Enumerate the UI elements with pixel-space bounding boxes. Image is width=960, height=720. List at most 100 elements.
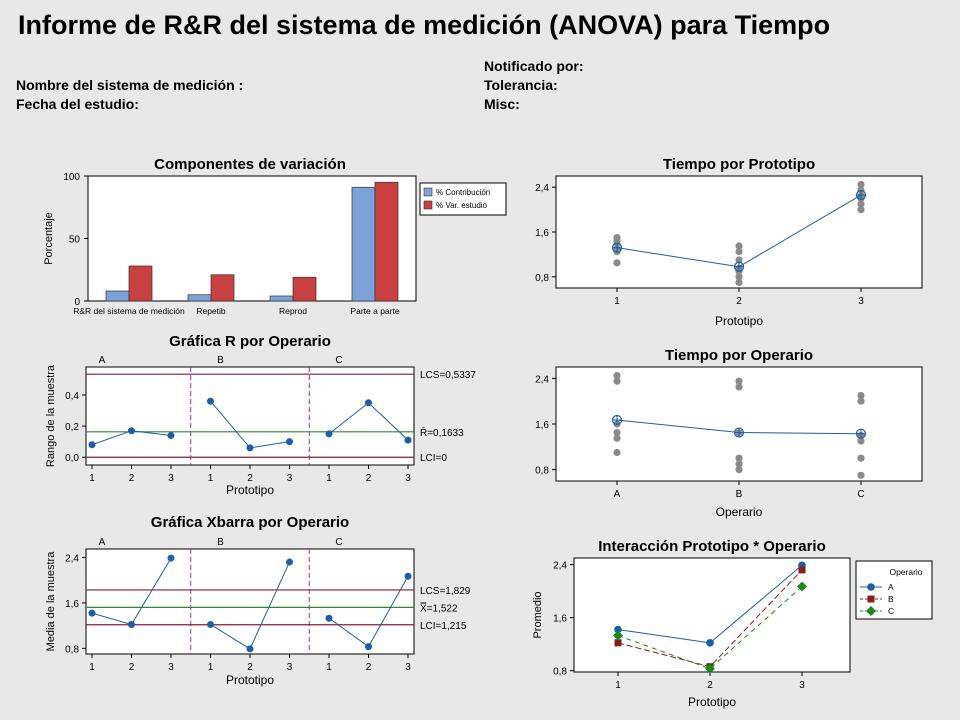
x-tick-label: 1 xyxy=(614,296,620,307)
data-point xyxy=(857,437,865,445)
data-point xyxy=(613,259,621,267)
plot-frame xyxy=(85,548,415,655)
operator-label: A xyxy=(99,537,106,548)
series-marker xyxy=(867,595,875,603)
x-tick-label: 1 xyxy=(89,473,95,484)
data-point xyxy=(365,399,372,407)
chart-title: Tiempo por Prototipo xyxy=(663,156,815,173)
y-tick-label: 2,4 xyxy=(65,554,79,565)
data-point xyxy=(404,436,412,444)
control-limit-label: LCI=0 xyxy=(420,453,447,464)
x-axis-label: Prototipo xyxy=(688,695,736,709)
operator-label: A xyxy=(99,355,106,366)
series-marker xyxy=(706,639,714,647)
series-marker xyxy=(705,663,715,674)
bar xyxy=(374,181,399,302)
data-point xyxy=(735,256,743,264)
data-point xyxy=(857,454,865,462)
data-point xyxy=(88,609,96,617)
control-limit-label: R̄=0,1633 xyxy=(420,426,464,439)
x-tick-label: 1 xyxy=(326,662,332,673)
report-title: Informe de R&R del sistema de medición (… xyxy=(18,10,831,40)
x-axis-label: Prototipo xyxy=(226,483,274,497)
legend-label: A xyxy=(888,582,894,592)
legend-label: C xyxy=(888,606,894,616)
data-point xyxy=(735,377,743,385)
x-tick-label: 3 xyxy=(287,662,293,673)
y-tick-label: 50 xyxy=(69,235,81,246)
notified-label: Notificado por: xyxy=(484,58,584,74)
y-tick-label: 0,8 xyxy=(65,644,79,655)
x-tick-label: 1 xyxy=(326,473,332,484)
data-point xyxy=(735,273,743,281)
control-limit-label: LCI=1,215 xyxy=(420,621,467,632)
data-point xyxy=(167,431,175,439)
y-tick-label: 0 xyxy=(74,297,80,308)
y-tick-label: 1,6 xyxy=(553,614,567,625)
data-point xyxy=(613,371,621,380)
x-tick-label: Parte a parte xyxy=(350,306,399,316)
bar xyxy=(187,294,212,302)
y-tick-label: 0,4 xyxy=(65,391,79,402)
bar xyxy=(351,186,376,302)
data-point xyxy=(88,441,96,449)
misc-label: Misc: xyxy=(484,96,520,112)
data-point xyxy=(404,572,412,580)
data-point xyxy=(735,383,743,391)
x-tick-label: 2 xyxy=(247,473,253,484)
y-axis-label: Porcentaje xyxy=(43,212,55,265)
data-point xyxy=(167,554,175,562)
x-tick-label: 3 xyxy=(168,662,174,673)
y-axis-label: Rango de la muestra xyxy=(45,364,57,467)
x-tick-label: 2 xyxy=(707,680,713,691)
x-tick-label: 3 xyxy=(858,296,864,307)
data-point xyxy=(246,444,254,452)
x-tick-label: B xyxy=(736,489,743,500)
x-tick-label: 1 xyxy=(89,662,95,673)
data-point xyxy=(207,620,214,628)
chart-title: Gráfica R por Operario xyxy=(169,333,331,350)
control-limit-label: LCS=0,5337 xyxy=(420,370,476,381)
x-axis-label: Prototipo xyxy=(226,673,274,687)
data-point xyxy=(857,180,865,188)
series-marker xyxy=(613,630,623,641)
series-marker xyxy=(866,606,876,616)
data-point xyxy=(286,558,293,566)
y-tick-label: 0,2 xyxy=(65,422,79,433)
y-tick-label: 1,6 xyxy=(65,599,79,610)
operator-label: B xyxy=(217,355,224,366)
series-marker xyxy=(614,639,622,647)
bar xyxy=(105,290,130,302)
data-point xyxy=(365,643,372,651)
x-tick-label: 3 xyxy=(405,473,411,484)
x-tick-label: 3 xyxy=(168,473,174,484)
data-point xyxy=(325,614,333,622)
bar xyxy=(128,265,153,302)
control-limit-label: LCS=1,829 xyxy=(420,586,471,597)
legend-title: Operario xyxy=(889,567,922,577)
data-point xyxy=(857,471,865,479)
x-tick-label: 2 xyxy=(129,473,135,484)
y-tick-label: 2,4 xyxy=(535,374,549,385)
operator-label: C xyxy=(335,355,342,366)
data-point xyxy=(857,206,865,214)
data-point xyxy=(735,242,743,250)
x-tick-label: Repetib xyxy=(196,306,226,316)
x-tick-label: 1 xyxy=(208,473,214,484)
bar xyxy=(269,295,294,302)
chart-title: Interacción Prototipo * Operario xyxy=(598,538,826,555)
x-tick-label: 1 xyxy=(208,662,214,673)
data-point xyxy=(613,428,621,437)
operator-label: B xyxy=(217,537,224,548)
series-marker xyxy=(797,581,807,592)
x-tick-label: C xyxy=(857,489,864,500)
y-tick-label: 0,8 xyxy=(535,466,549,477)
legend-swatch xyxy=(423,187,433,197)
system-name-label: Nombre del sistema de medición : xyxy=(16,77,244,93)
y-tick-label: 2,4 xyxy=(553,561,567,572)
x-tick-label: R&R del sistema de medición xyxy=(73,306,185,316)
data-point xyxy=(857,397,865,405)
study-date-label: Fecha del estudio: xyxy=(16,96,139,112)
x-tick-label: 2 xyxy=(366,473,372,484)
series-marker xyxy=(614,625,622,634)
